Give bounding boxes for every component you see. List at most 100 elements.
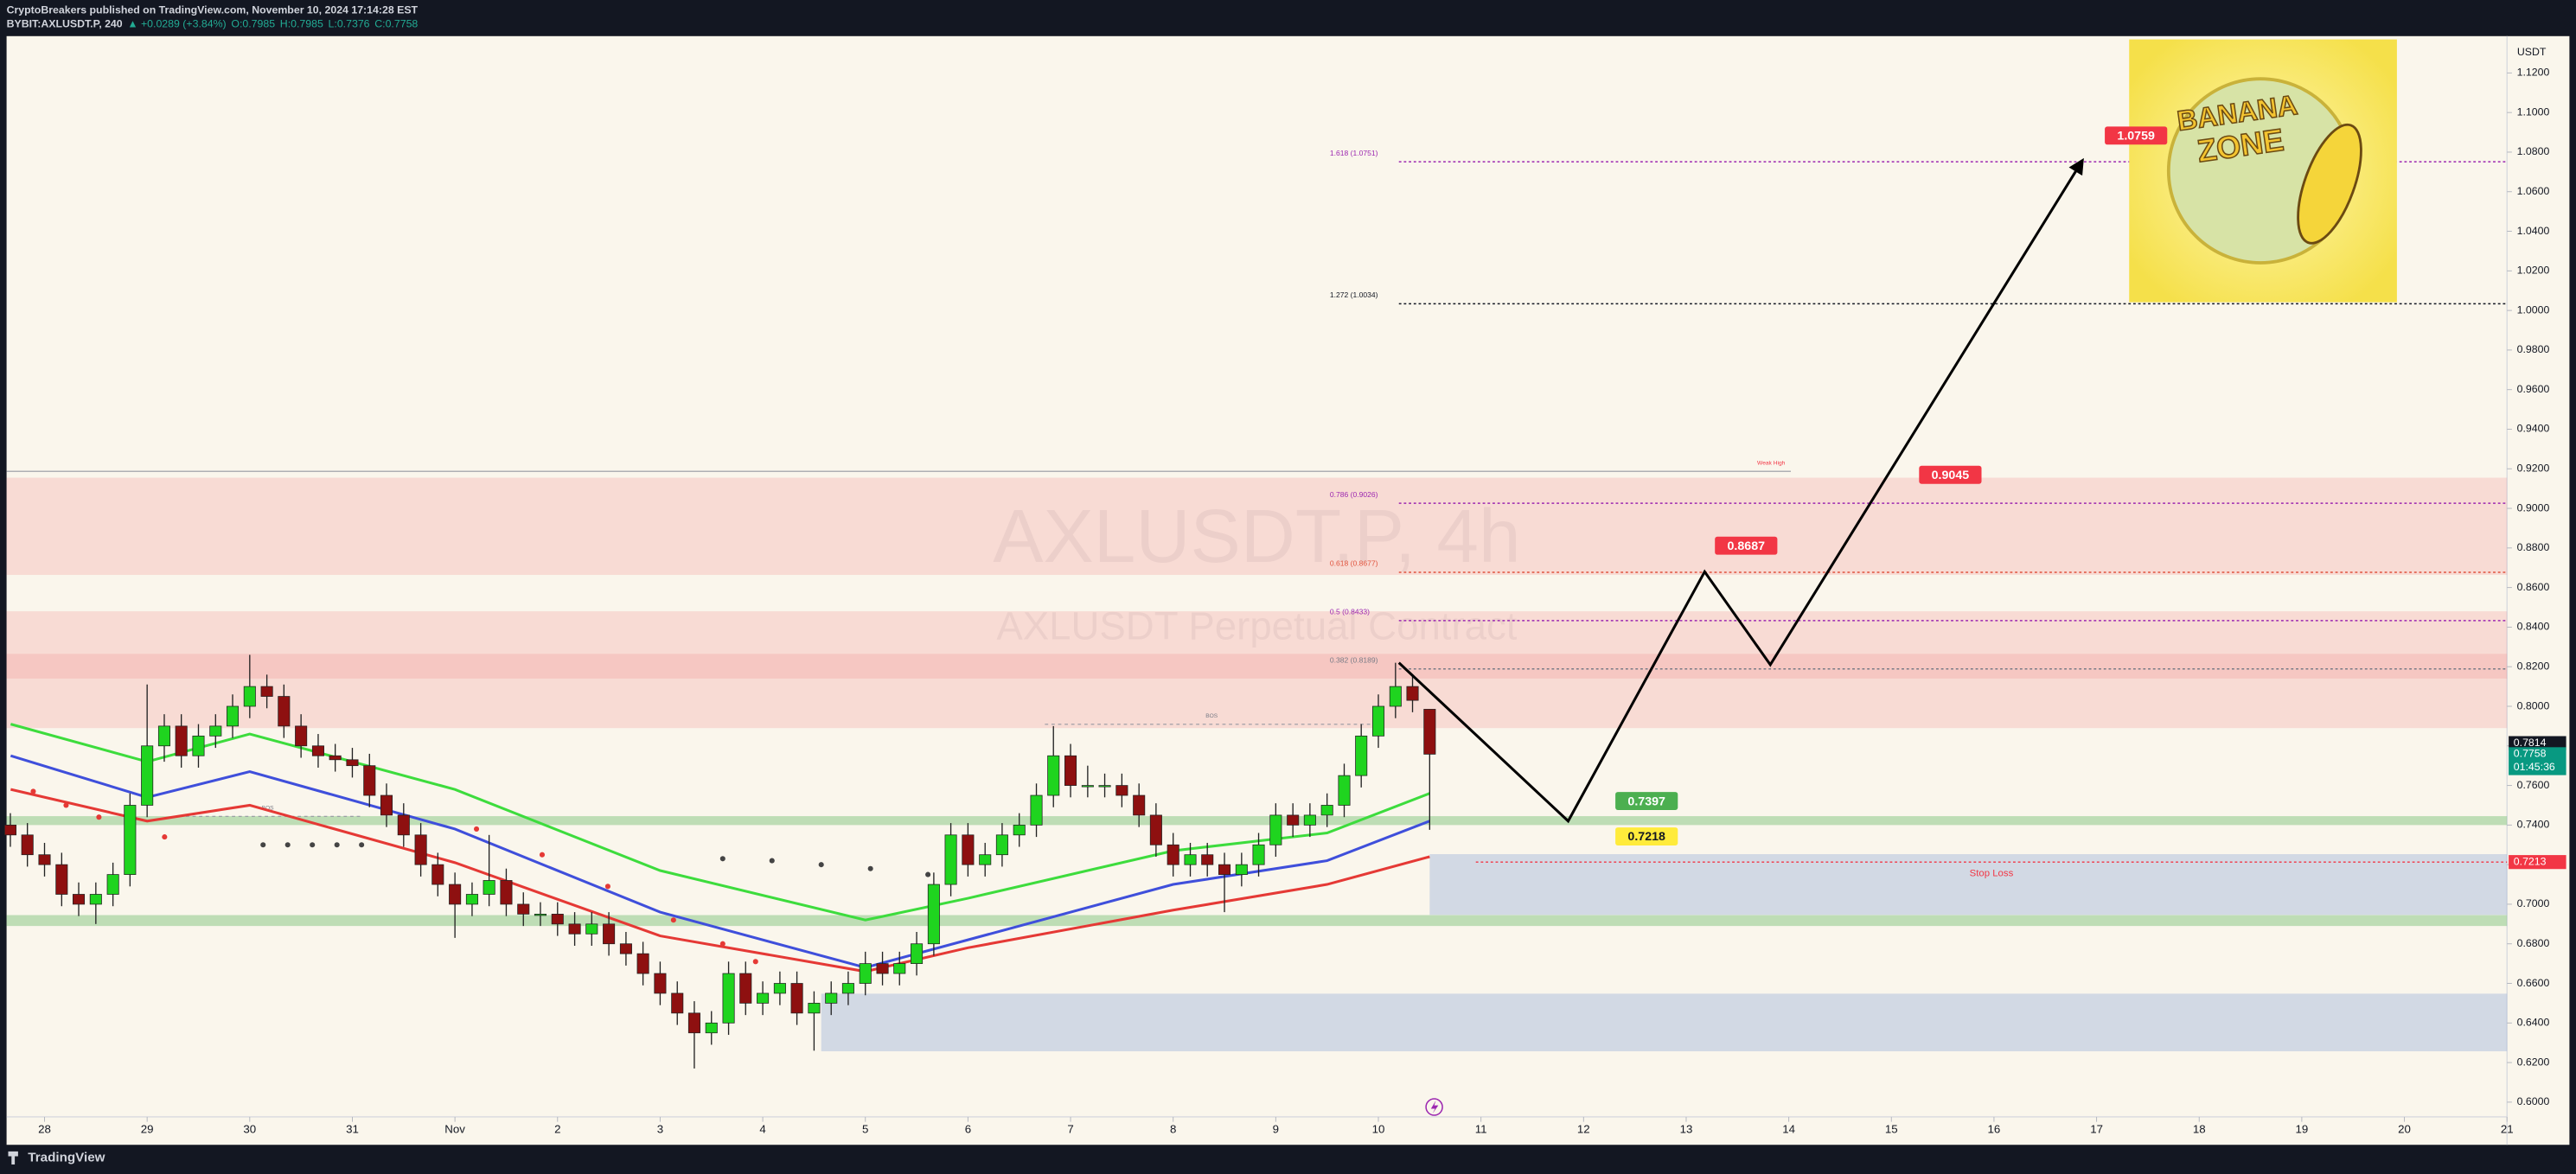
indicator-dot	[473, 826, 480, 832]
fib-label: 1.618 (1.0751)	[1330, 149, 1378, 157]
zone	[6, 915, 2508, 927]
axis-tag	[2509, 855, 2566, 870]
candle-body	[1081, 785, 1094, 788]
level-label: BOS	[1205, 713, 1218, 719]
zone	[6, 816, 2508, 826]
indicator-dot	[818, 862, 824, 868]
candle-body	[790, 983, 803, 1014]
price-tag-label: 1.0759	[2117, 130, 2155, 144]
x-tick-label: 7	[1067, 1123, 1073, 1136]
candle-body	[927, 884, 940, 945]
candle-body	[979, 854, 992, 865]
axis-tag-label: 0.7213	[2514, 855, 2547, 867]
candle-body	[551, 914, 564, 925]
candle-body	[757, 992, 770, 1004]
price-tag	[1919, 465, 1982, 484]
price-tag-label: 0.9045	[1932, 469, 1970, 482]
candle-body	[260, 686, 273, 697]
candle-body	[431, 864, 444, 885]
x-tick-label: 30	[243, 1123, 256, 1136]
axis-tag-label: 0.7814	[2514, 737, 2547, 749]
y-tick-label: 0.7400	[2517, 819, 2550, 831]
candle-body	[243, 686, 256, 707]
y-tick-label: 0.8800	[2517, 541, 2550, 553]
publisher: CryptoBreakers published on TradingView.…	[7, 4, 419, 16]
indicator-dot	[96, 814, 102, 820]
candle-body	[363, 765, 376, 796]
y-tick-label: 0.8600	[2517, 581, 2550, 593]
fib-label: 0.786 (0.9026)	[1330, 490, 1378, 499]
y-tick-label: 0.9000	[2517, 501, 2550, 514]
y-tick-label: 0.9600	[2517, 383, 2550, 395]
watermark: AXLUSDT Perpetual Contract	[996, 604, 1517, 648]
candle-body	[465, 894, 478, 905]
ohlc: O:0.7985	[231, 18, 275, 30]
candle-body	[1218, 864, 1231, 875]
x-tick-label: 21	[2501, 1123, 2514, 1136]
candle-body	[1303, 814, 1316, 826]
symbol-line: BYBIT:AXLUSDT.P, 240 ▲ +0.0289 (+3.84%) O:…	[7, 18, 419, 30]
x-tick-label: 8	[1170, 1123, 1176, 1136]
currency: USDT	[2517, 46, 2547, 58]
candle-body	[1355, 735, 1368, 776]
stop-loss-label: Stop Loss	[1970, 868, 2014, 878]
candle-body	[1320, 805, 1333, 816]
y-tick-label: 0.9800	[2517, 343, 2550, 355]
price-tag-label: 0.7218	[1627, 830, 1665, 844]
candle-body	[1406, 686, 1419, 701]
candle-body	[568, 923, 581, 935]
lightning-icon	[1425, 1098, 1443, 1116]
candle-body	[671, 992, 684, 1014]
indicator-dot	[752, 959, 758, 965]
candle-body	[585, 923, 598, 935]
price-tag	[1715, 536, 1778, 555]
candle-body	[1269, 814, 1282, 845]
x-tick-label: 31	[346, 1123, 359, 1136]
indicator-dot	[867, 865, 873, 871]
candle-body	[1115, 785, 1128, 796]
candle-body	[55, 864, 68, 895]
candle-body	[619, 943, 632, 954]
candle-body	[1201, 854, 1214, 865]
price-tag-label: 0.7397	[1627, 794, 1665, 808]
candle-body	[773, 983, 786, 994]
indicator-dot	[260, 842, 266, 848]
candle-body	[192, 735, 205, 756]
indicator-dot	[539, 852, 546, 858]
y-tick-label: 0.8400	[2517, 621, 2550, 633]
y-tick-label: 0.6800	[2517, 937, 2550, 949]
level-label: BOS	[262, 806, 275, 812]
candle-body	[329, 755, 342, 761]
x-tick-label: 16	[1988, 1123, 2001, 1136]
y-tick-label: 0.6400	[2517, 1017, 2550, 1029]
candle-body	[449, 884, 462, 905]
x-tick-label: 4	[759, 1123, 765, 1136]
zone	[6, 477, 2508, 575]
candle-body	[483, 880, 495, 895]
candle-body	[311, 745, 324, 756]
ma-line	[10, 754, 1430, 969]
x-tick-label: Nov	[444, 1123, 465, 1136]
candle-body	[1047, 755, 1060, 796]
icon-bolt	[1430, 1100, 1439, 1114]
projection-path	[1397, 157, 2084, 824]
candle-body	[21, 834, 34, 856]
zone	[1429, 854, 2508, 916]
candle-body	[1389, 686, 1402, 707]
x-tick-label: 19	[2296, 1123, 2309, 1136]
axis-tag	[2509, 747, 2566, 775]
y-tick-label: 0.7600	[2517, 779, 2550, 791]
price-tag	[2105, 126, 2168, 145]
candle-body	[636, 953, 649, 974]
candle-body	[705, 1022, 718, 1034]
indicator-dot	[63, 802, 69, 808]
candle-body	[1184, 854, 1197, 865]
indicator-dot	[925, 871, 931, 877]
icon-ring	[1425, 1098, 1443, 1116]
indicator-dot	[30, 788, 36, 794]
candle-body	[911, 943, 924, 964]
candle-body	[722, 973, 735, 1024]
x-tick-label: 29	[141, 1123, 154, 1136]
candle-body	[995, 834, 1008, 856]
